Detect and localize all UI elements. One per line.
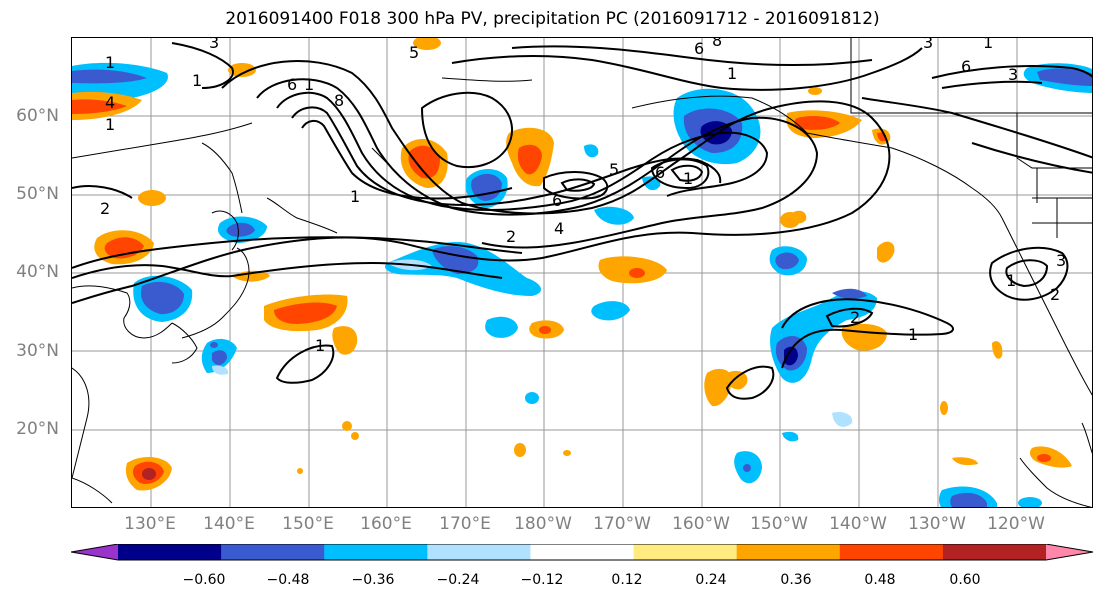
colorbar-tick-label: −0.36 <box>351 572 395 588</box>
contour-label: 1 <box>908 325 918 344</box>
contour-label: 1 <box>683 169 693 188</box>
colorbar-segment <box>221 544 325 560</box>
contour-label: 1 <box>105 53 115 72</box>
contour-label: 3 <box>923 38 933 52</box>
colorbar-tick-label: 0.36 <box>780 572 812 588</box>
colorbar <box>71 544 1094 561</box>
colorbar-segment <box>427 544 531 560</box>
colorbar-segment <box>71 544 118 560</box>
contour-label: 2 <box>850 308 860 327</box>
lat-label: 50°N <box>16 184 59 204</box>
contour-label: 3 <box>1008 65 1018 84</box>
colorbar-tick-label: 0.24 <box>695 572 727 588</box>
contour-label: 6 <box>961 57 971 76</box>
contour-label: 4 <box>554 219 564 238</box>
contour-label: 1 <box>315 336 325 355</box>
lat-label: 20°N <box>16 419 59 439</box>
contour-label: 6 <box>694 39 704 58</box>
lon-label: 170°W <box>593 514 651 534</box>
map-panel: 3 1 1 1 4 6 8 1 6 8 1 5 6 4 2 5 6 1 3 1 … <box>71 37 1093 508</box>
contour-label: 2 <box>1050 285 1060 304</box>
colorbar-tick-label: −0.48 <box>266 572 310 588</box>
contour-label: 3 <box>209 38 219 52</box>
lon-label: 150°E <box>282 514 334 534</box>
lon-label: 180°W <box>514 514 572 534</box>
lon-label: 150°W <box>750 514 808 534</box>
colorbar-outline <box>71 544 1094 561</box>
contour-label: 2 <box>100 199 110 218</box>
map-canvas: 3 1 1 1 4 6 8 1 6 8 1 5 6 4 2 5 6 1 3 1 … <box>72 38 1092 507</box>
contour-label: 5 <box>409 43 419 62</box>
colorbar-tick-label: 0.60 <box>949 572 981 588</box>
colorbar-tick-label: −0.12 <box>520 572 564 588</box>
contour-label: 6 <box>552 191 562 210</box>
contour-label: 3 <box>1056 251 1066 270</box>
colorbar-segment <box>1046 544 1093 560</box>
lon-label: 130°W <box>908 514 966 534</box>
contour-label: 6 <box>655 163 665 182</box>
coastlines <box>72 77 1092 507</box>
colorbar-tick-label: 0.48 <box>864 572 896 588</box>
contour-label: 1 <box>1006 271 1016 290</box>
contour-label: 1 <box>350 187 360 206</box>
contour-label: 4 <box>105 93 115 112</box>
colorbar-segment <box>324 544 428 560</box>
colorbar-segment <box>118 544 222 560</box>
precip-areas <box>72 38 1092 507</box>
colorbar-tick-label: 0.12 <box>611 572 643 588</box>
lon-label: 120°W <box>987 514 1045 534</box>
colorbar-tick-label: −0.60 <box>182 572 226 588</box>
lat-label: 60°N <box>16 106 59 126</box>
colorbar-segment <box>530 544 635 560</box>
colorbar-tick-label: −0.24 <box>436 572 480 588</box>
contour-label: 6 <box>287 75 297 94</box>
colorbar-segment <box>942 544 1047 560</box>
lat-label: 30°N <box>16 341 59 361</box>
lon-label: 140°E <box>203 514 255 534</box>
map-title: 2016091400 F018 300 hPa PV, precipitatio… <box>225 9 880 29</box>
lon-label: 130°E <box>124 514 176 534</box>
contour-label: 2 <box>506 227 516 246</box>
contour-label: 1 <box>192 71 202 90</box>
contour-label: 1 <box>304 75 314 94</box>
graticule <box>72 38 1092 507</box>
contour-label: 5 <box>609 160 619 179</box>
contour-label: 1 <box>105 115 115 134</box>
borders <box>850 38 1092 238</box>
contour-label: 1 <box>727 64 737 83</box>
lon-label: 170°E <box>439 514 491 534</box>
pv-contours <box>72 42 1092 400</box>
contour-label: 1 <box>983 38 993 52</box>
colorbar-segment <box>736 544 841 560</box>
contour-label: 8 <box>334 91 344 110</box>
lon-label: 160°E <box>360 514 412 534</box>
colorbar-segment <box>633 544 738 560</box>
lon-label: 160°W <box>672 514 730 534</box>
lon-label: 140°W <box>829 514 887 534</box>
colorbar-segment <box>839 544 944 560</box>
contour-label: 8 <box>712 38 722 50</box>
colorbar-segments <box>71 544 1094 561</box>
lat-label: 40°N <box>16 262 59 282</box>
contour-labels: 3 1 1 1 4 6 8 1 6 8 1 5 6 4 2 5 6 1 3 1 … <box>100 38 1066 355</box>
